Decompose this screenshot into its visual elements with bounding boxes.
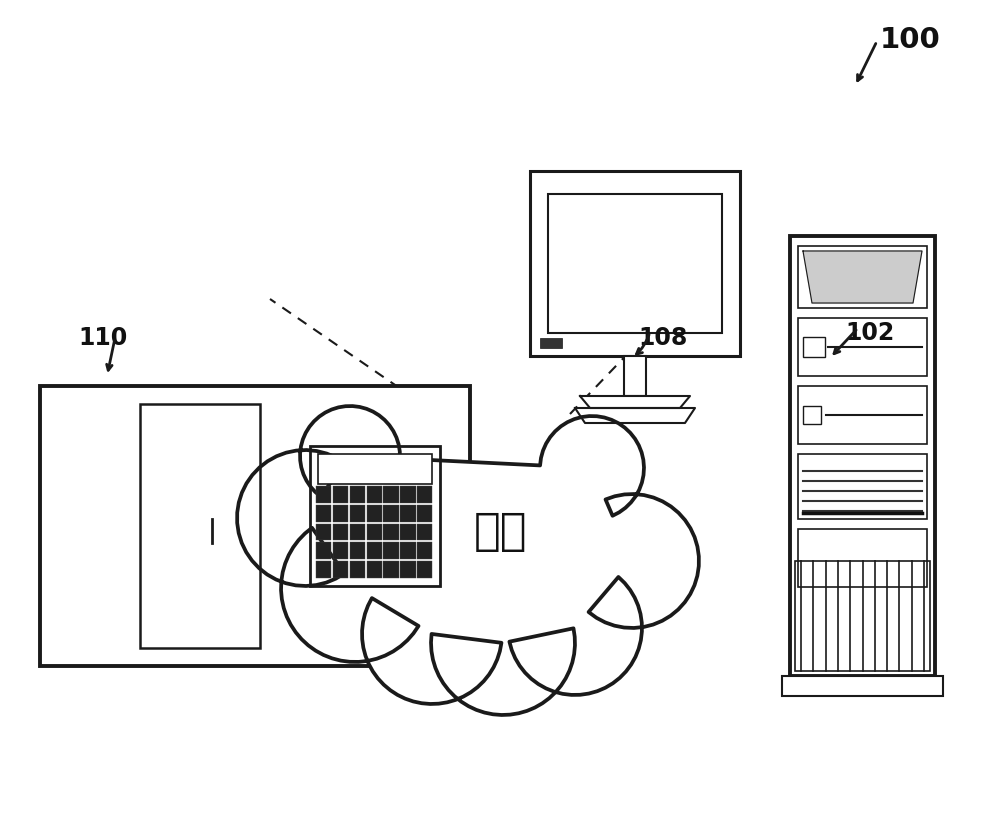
FancyBboxPatch shape	[400, 505, 416, 521]
FancyBboxPatch shape	[316, 561, 331, 578]
FancyBboxPatch shape	[790, 236, 935, 676]
FancyBboxPatch shape	[140, 404, 260, 648]
FancyBboxPatch shape	[798, 529, 927, 587]
FancyBboxPatch shape	[350, 561, 365, 578]
FancyBboxPatch shape	[316, 505, 331, 521]
FancyBboxPatch shape	[624, 356, 646, 396]
FancyBboxPatch shape	[383, 561, 399, 578]
FancyBboxPatch shape	[417, 543, 432, 559]
FancyBboxPatch shape	[383, 524, 399, 540]
FancyBboxPatch shape	[798, 246, 927, 308]
FancyBboxPatch shape	[310, 446, 440, 586]
FancyBboxPatch shape	[367, 486, 382, 503]
FancyBboxPatch shape	[400, 543, 416, 559]
Polygon shape	[803, 251, 922, 303]
FancyBboxPatch shape	[803, 337, 825, 357]
FancyBboxPatch shape	[367, 543, 382, 559]
FancyBboxPatch shape	[798, 454, 927, 519]
FancyBboxPatch shape	[530, 171, 740, 356]
FancyBboxPatch shape	[417, 561, 432, 578]
FancyBboxPatch shape	[350, 524, 365, 540]
Text: 108: 108	[638, 326, 687, 350]
FancyBboxPatch shape	[333, 486, 348, 503]
FancyBboxPatch shape	[540, 338, 562, 348]
FancyBboxPatch shape	[367, 505, 382, 521]
FancyBboxPatch shape	[316, 524, 331, 540]
Polygon shape	[580, 396, 690, 408]
FancyBboxPatch shape	[383, 505, 399, 521]
FancyBboxPatch shape	[798, 318, 927, 376]
FancyBboxPatch shape	[798, 386, 927, 444]
FancyBboxPatch shape	[367, 561, 382, 578]
Text: 网络: 网络	[473, 510, 527, 553]
FancyBboxPatch shape	[417, 486, 432, 503]
FancyBboxPatch shape	[333, 561, 348, 578]
FancyBboxPatch shape	[350, 505, 365, 521]
Text: 100: 100	[880, 26, 941, 54]
FancyBboxPatch shape	[383, 486, 399, 503]
FancyBboxPatch shape	[333, 543, 348, 559]
FancyBboxPatch shape	[383, 543, 399, 559]
FancyBboxPatch shape	[417, 505, 432, 521]
FancyBboxPatch shape	[333, 505, 348, 521]
FancyBboxPatch shape	[417, 524, 432, 540]
FancyBboxPatch shape	[782, 676, 943, 696]
Text: 110: 110	[78, 326, 127, 350]
FancyBboxPatch shape	[350, 486, 365, 503]
FancyBboxPatch shape	[318, 454, 432, 484]
FancyBboxPatch shape	[350, 543, 365, 559]
Polygon shape	[237, 406, 699, 715]
FancyBboxPatch shape	[400, 561, 416, 578]
FancyBboxPatch shape	[333, 524, 348, 540]
Polygon shape	[575, 408, 695, 423]
FancyBboxPatch shape	[548, 194, 722, 333]
FancyBboxPatch shape	[400, 486, 416, 503]
FancyBboxPatch shape	[803, 406, 821, 424]
FancyBboxPatch shape	[40, 386, 470, 666]
FancyBboxPatch shape	[316, 486, 331, 503]
FancyBboxPatch shape	[367, 524, 382, 540]
FancyBboxPatch shape	[400, 524, 416, 540]
Text: 102: 102	[845, 321, 894, 345]
FancyBboxPatch shape	[316, 543, 331, 559]
